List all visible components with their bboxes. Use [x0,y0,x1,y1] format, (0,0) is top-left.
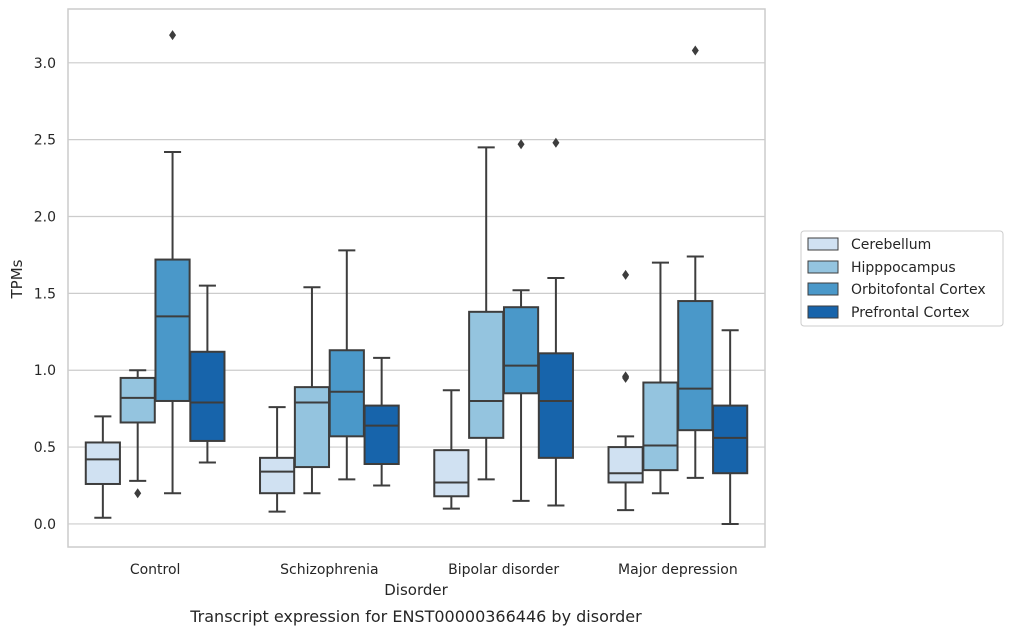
outlier-point [552,137,560,148]
box-group [712,329,749,525]
box-group [363,356,400,487]
box-group [433,389,470,510]
box-group [189,284,226,464]
box [433,449,470,498]
box-group [328,249,365,481]
x-tick-label: Major depression [618,562,738,578]
box [712,404,749,475]
y-tick-label: 2.0 [34,210,56,226]
y-tick-label: 2.5 [34,133,56,149]
box [119,376,156,424]
legend-label-orbitofrontal: Orbitofontal Cortex [851,282,986,298]
legend-swatch-orbitofrontal [807,282,839,296]
legend-label-hippocampus: Hipppocampus [851,260,956,276]
box-group [293,286,331,495]
x-tick-labels: Control Schizophrenia Bipolar disorder Majo… [130,562,738,578]
box-group [119,369,156,499]
legend-frame [800,230,1004,327]
x-tick-label: Control [130,562,181,578]
x-axis-label: Disorder [384,581,448,599]
outlier-point [622,269,630,280]
box [189,350,226,442]
box [363,404,400,465]
legend-swatch-cerebellum [807,237,839,251]
chart-caption: Transcript expression for ENST0000036644… [189,607,642,626]
legend-label-cerebellum: Cerebellum [851,237,931,253]
box-group [642,261,679,495]
box [154,258,191,402]
box-group [537,137,574,507]
y-tick-label: 1.5 [34,286,56,302]
box-group [259,406,296,513]
outlier-point [134,488,142,499]
outlier-point [169,30,177,41]
box [502,306,540,395]
y-tick-labels: 0.0 0.5 1.0 1.5 2.0 2.5 3.0 [34,56,56,533]
box [468,310,505,439]
y-tick-label: 0.5 [34,440,56,456]
outlier-point [691,45,699,56]
box [293,386,331,469]
legend-label-prefrontal: Prefrontal Cortex [851,305,970,321]
y-axis-label: TPMs [8,259,26,299]
box-group [502,139,540,502]
box [642,381,679,472]
plot-frame [67,8,766,548]
box-group [468,146,505,481]
box [259,456,296,495]
box [84,441,121,485]
x-tick-label: Bipolar disorder [448,562,559,578]
legend: Cerebellum Hipppocampus Orbitofontal Cor… [800,230,1004,327]
box-group [677,45,714,479]
outlier-point [517,139,525,150]
outlier-point [622,371,630,382]
box-group [154,30,191,495]
legend-swatch-hippocampus [807,260,839,274]
y-tick-label: 1.0 [34,363,56,379]
legend-swatch-prefrontal [807,305,839,319]
x-tick-label: Schizophrenia [280,562,378,578]
y-tick-label: 3.0 [34,56,56,72]
box-group [84,415,121,519]
box [677,300,714,432]
box-plot-area [84,30,749,525]
box [607,446,644,484]
box-group [607,269,644,512]
box [537,352,574,459]
y-tick-label: 0.0 [34,517,56,533]
box [328,349,365,438]
